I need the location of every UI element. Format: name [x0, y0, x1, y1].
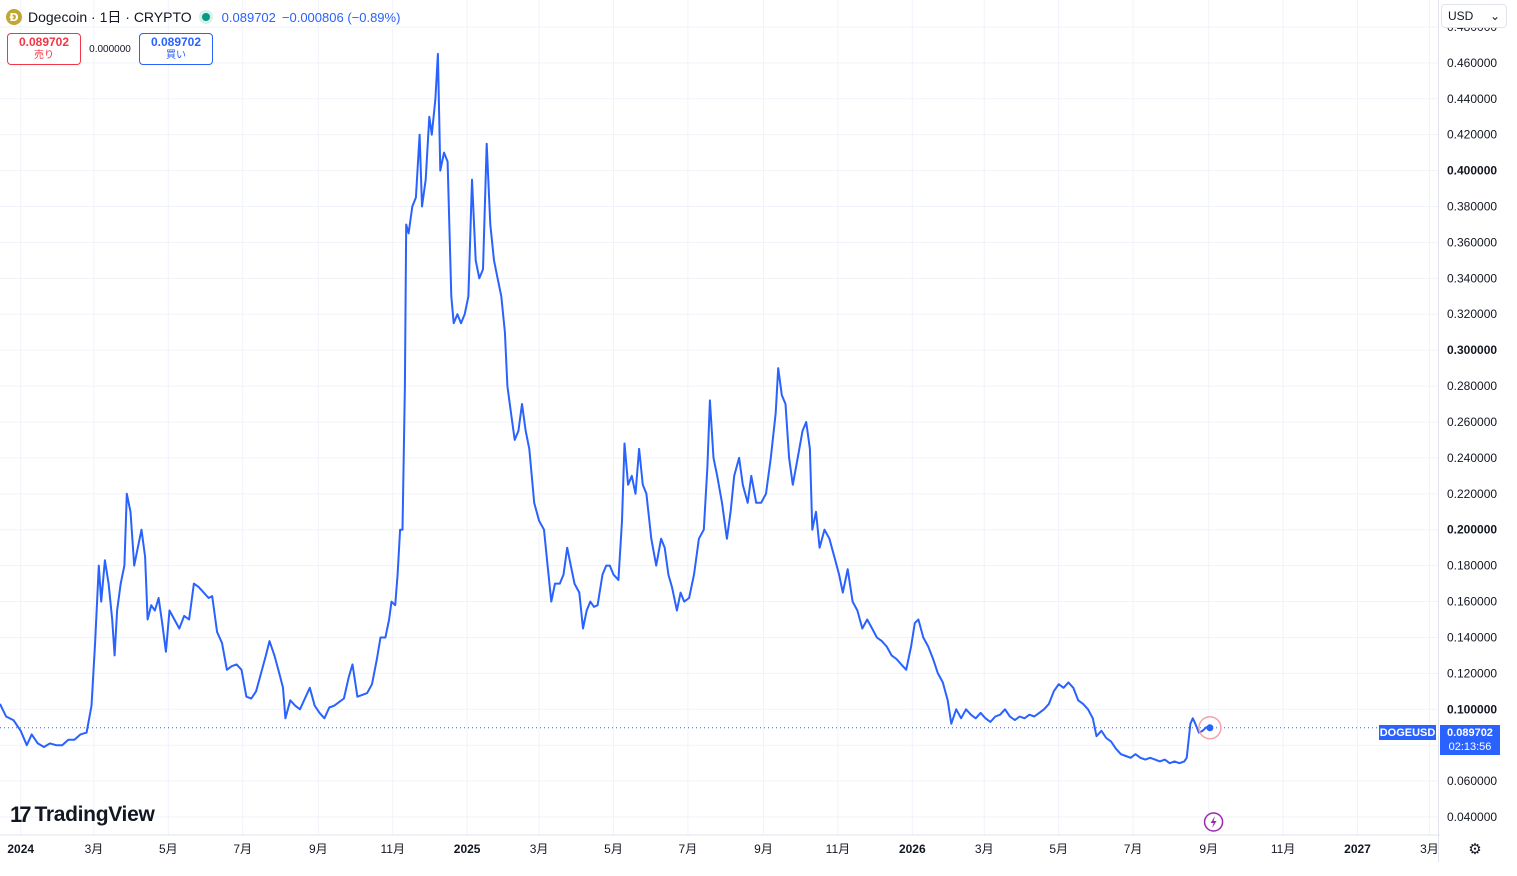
- x-tick-label: 2027: [1344, 842, 1371, 856]
- x-tick-label: 3月: [85, 842, 104, 856]
- sell-label: 売り: [34, 50, 54, 61]
- y-tick-label: 0.040000: [1447, 810, 1497, 824]
- y-tick-label: 0.220000: [1447, 487, 1497, 501]
- lightning-icon[interactable]: [1203, 812, 1224, 832]
- x-tick-label: 7月: [233, 842, 252, 856]
- trade-buttons: 0.089702 売り 0.000000 0.089702 買い: [7, 33, 213, 65]
- y-tick-label: 0.260000: [1447, 415, 1497, 429]
- y-tick-label: 0.120000: [1447, 666, 1497, 680]
- y-tick-label: 0.420000: [1447, 128, 1497, 142]
- x-tick-label: 7月: [679, 842, 698, 856]
- sell-button[interactable]: 0.089702 売り: [7, 33, 81, 65]
- gear-icon[interactable]: ⚙: [1468, 840, 1482, 858]
- grid: [0, 0, 1438, 835]
- price-series-line: [0, 52, 1211, 765]
- x-tick-label: 2025: [454, 842, 481, 856]
- y-tick-label: 0.160000: [1447, 595, 1497, 609]
- x-tick-label: 11月: [381, 842, 405, 856]
- buy-price: 0.089702: [150, 35, 202, 49]
- x-tick-label: 2024: [7, 842, 34, 856]
- y-tick-label: 0.440000: [1447, 92, 1497, 106]
- y-tick-label: 0.060000: [1447, 774, 1497, 788]
- x-tick-label: 9月: [754, 842, 773, 856]
- y-tick-label: 0.280000: [1447, 379, 1497, 393]
- doge-coin-icon[interactable]: Ð: [6, 9, 22, 25]
- price-tag-value: 0.089702 02:13:56: [1440, 725, 1500, 755]
- last-price-dot: [1206, 724, 1214, 732]
- y-tick-label: 0.240000: [1447, 451, 1497, 465]
- y-tick-label: 0.320000: [1447, 307, 1497, 321]
- y-tick-label: 0.380000: [1447, 200, 1497, 214]
- y-tick-label: 0.140000: [1447, 630, 1497, 644]
- y-tick-label: 0.400000: [1447, 164, 1497, 178]
- tradingview-logo[interactable]: 17 TradingView: [10, 802, 155, 828]
- price-axis: 0.0400000.0600000.0800000.1000000.120000…: [1447, 20, 1497, 824]
- bar-countdown: 02:13:56: [1448, 741, 1492, 753]
- tradingview-mark-icon: 17: [10, 802, 32, 827]
- sell-price: 0.089702: [18, 35, 70, 49]
- x-tick-label: 9月: [1199, 842, 1218, 856]
- tag-price: 0.089702: [1447, 727, 1493, 739]
- x-tick-label: 5月: [604, 842, 623, 856]
- x-tick-label: 7月: [1124, 842, 1143, 856]
- logo-text: TradingView: [34, 803, 155, 826]
- x-tick-label: 11月: [826, 842, 850, 856]
- symbol-title[interactable]: Dogecoin · 1日 · CRYPTO: [28, 9, 192, 25]
- price-change-value: −0.000806 (−0.89%): [281, 9, 401, 25]
- y-tick-label: 0.340000: [1447, 271, 1497, 285]
- x-tick-label: 5月: [159, 842, 178, 856]
- last-price-value: 0.089702: [221, 9, 276, 25]
- currency-value: USD: [1448, 9, 1474, 23]
- y-tick-label: 0.300000: [1447, 343, 1497, 357]
- y-tick-label: 0.200000: [1447, 523, 1497, 537]
- x-tick-label: 3月: [530, 842, 549, 856]
- y-tick-label: 0.180000: [1447, 559, 1497, 573]
- market-open-dot-icon[interactable]: [201, 13, 210, 21]
- x-tick-label: 3月: [975, 842, 994, 856]
- time-axis: 2024 3月 5月 7月 9月 11月 2025 3月 5月 7月 9月 11月 2026 3月 5月 7月…: [7, 842, 1438, 856]
- x-tick-label: 9月: [309, 842, 328, 856]
- y-tick-label: 0.460000: [1447, 56, 1497, 70]
- last-price-tag: DOGEUSD 0.089702 02:13:56: [1379, 725, 1500, 755]
- chevron-down-icon: ⌄: [1489, 9, 1500, 23]
- buy-label: 買い: [166, 50, 186, 61]
- y-tick-label: 0.360000: [1447, 235, 1497, 249]
- spread-value: 0.000000: [89, 43, 131, 55]
- x-tick-label: 11月: [1271, 842, 1295, 856]
- y-tick-label: 0.100000: [1447, 702, 1497, 716]
- x-tick-label: 5月: [1049, 842, 1068, 856]
- last-price-pulse-ring: [1198, 716, 1222, 740]
- x-tick-label: 2026: [899, 842, 926, 856]
- chart-legend: Ð Dogecoin · 1日 · CRYPTO 0.089702 −0.000…: [6, 6, 400, 28]
- x-tick-label: 3月: [1420, 842, 1439, 856]
- buy-button[interactable]: 0.089702 買い: [139, 33, 213, 65]
- symbol-tag: DOGEUSD: [1379, 725, 1436, 740]
- currency-select[interactable]: USD ⌄: [1441, 4, 1507, 28]
